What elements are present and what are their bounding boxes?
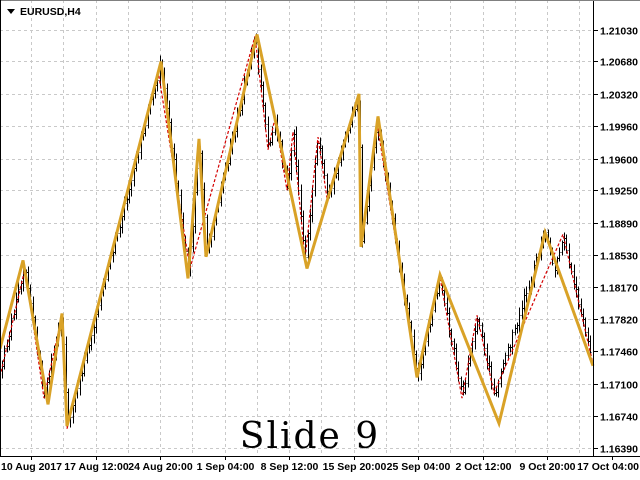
time-axis-label: 2 Oct 12:00 bbox=[455, 461, 511, 473]
price-axis-label: 1.18170 bbox=[600, 283, 638, 295]
price-axis-ticks bbox=[593, 30, 598, 449]
symbol-header: EURUSD,H4 bbox=[7, 6, 81, 18]
price-axis-label: 1.16390 bbox=[600, 444, 638, 456]
time-axis-label: 9 Oct 20:00 bbox=[519, 461, 575, 473]
price-axis-label: 1.20320 bbox=[600, 90, 638, 102]
symbol-timeframe-label: EURUSD,H4 bbox=[20, 6, 81, 18]
price-axis-labels: 1.21030 1.20680 1.20320 1.19960 1.19600 1.192… bbox=[600, 26, 638, 456]
symbol-dropdown-icon bbox=[7, 9, 15, 14]
time-axis-label: 15 Sep 20:00 bbox=[323, 461, 387, 473]
slide-annotation: Slide 9 bbox=[240, 416, 380, 457]
time-axis-labels: 10 Aug 2017 17 Aug 12:00 24 Aug 20:00 1 Sep… bbox=[1, 461, 639, 473]
price-axis-label: 1.19960 bbox=[600, 122, 638, 134]
time-axis-ticks bbox=[31, 456, 613, 460]
price-axis-label: 1.16740 bbox=[600, 412, 638, 424]
price-axis-label: 1.17820 bbox=[600, 315, 638, 327]
price-axis-label: 1.18890 bbox=[600, 219, 638, 231]
price-axis-label: 1.17100 bbox=[600, 380, 638, 392]
price-axis-label: 1.18530 bbox=[600, 251, 638, 263]
price-gridlines bbox=[0, 30, 593, 449]
time-axis-label: 25 Sep 04:00 bbox=[387, 461, 451, 473]
price-axis-label: 1.19250 bbox=[600, 186, 638, 198]
time-axis-label: 17 Oct 04:00 bbox=[577, 461, 639, 473]
time-axis-label: 1 Sep 04:00 bbox=[197, 461, 255, 473]
time-axis-label: 10 Aug 2017 bbox=[1, 461, 62, 473]
price-axis-label: 1.20680 bbox=[600, 57, 638, 69]
time-axis-label: 17 Aug 12:00 bbox=[64, 461, 129, 473]
time-axis-label: 8 Sep 12:00 bbox=[261, 461, 319, 473]
price-axis-label: 1.19600 bbox=[600, 155, 638, 167]
time-axis-label: 24 Aug 20:00 bbox=[128, 461, 193, 473]
zigzag-primary-line bbox=[0, 34, 595, 429]
price-axis-label: 1.17460 bbox=[600, 347, 638, 359]
price-axis-label: 1.21030 bbox=[600, 26, 638, 38]
